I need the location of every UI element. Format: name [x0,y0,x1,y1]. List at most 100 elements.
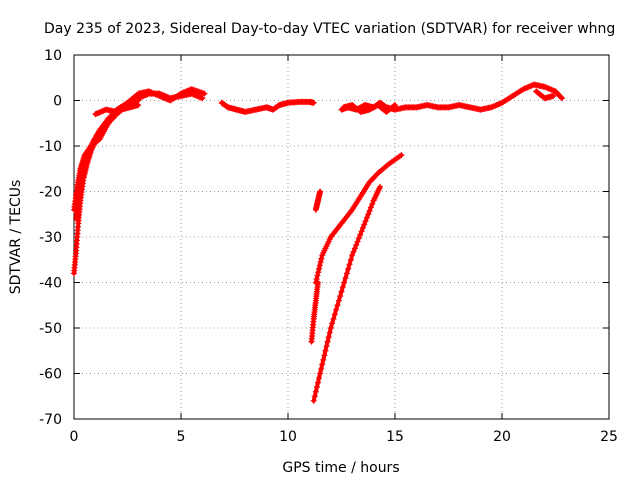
x-tick-label: 20 [493,429,511,445]
data-point [201,90,208,97]
series-line [74,87,207,221]
data-point [339,284,346,291]
data-point [558,94,565,101]
data-point [316,375,323,382]
x-tick-label: 5 [177,429,186,445]
data-point [355,235,362,242]
series-arc-early-tail [92,97,142,118]
series-arc-morning [218,98,317,115]
data-point [329,320,336,327]
data-point [331,311,338,318]
data-point [390,102,397,109]
data-point [317,370,324,377]
series-arc-rise-lower [310,183,384,404]
data-point [347,256,354,263]
grid-lines [74,55,609,419]
series-arc-afternoon-tail [533,88,557,102]
series-arc-early-high [73,86,208,222]
data-point [354,238,361,245]
data-point [333,306,340,313]
data-point [314,279,321,286]
data-point [346,261,353,268]
data-point [341,279,348,286]
data-point [319,361,326,368]
data-point [323,343,330,350]
data-point [318,365,325,372]
data-point [351,245,358,252]
y-tick-label: -10 [39,139,62,155]
series-line [72,91,205,276]
y-tick-label: 10 [44,48,62,64]
axis-ticks: 0 5 10 15 20 25 10 0 -10 -20 -30 -40 -50 -60 -70 [39,48,618,445]
data-point [358,228,365,235]
y-tick-label: -20 [39,185,62,201]
data-point [314,379,321,386]
data-point [377,183,384,190]
y-tick-label: -70 [39,412,62,428]
data-point [311,393,318,400]
data-point [199,95,206,102]
data-point [317,188,324,195]
data-point [318,255,325,262]
data-point [357,231,364,238]
data-point [362,218,369,225]
data-point [317,259,324,266]
data-point [325,334,332,341]
data-point [314,272,321,279]
data-series-layer [71,81,565,404]
data-point [367,204,374,211]
data-point [322,347,329,354]
data-point [363,214,370,221]
x-tick-label: 25 [600,429,618,445]
data-point [312,388,319,395]
data-point [369,201,376,208]
x-axis-label: GPS time / hours [282,460,399,476]
y-tick-label: -40 [39,276,62,292]
data-point [313,384,320,391]
x-tick-label: 15 [386,429,404,445]
series-arc-short-vertical [308,279,321,345]
y-axis-label: SDTVAR / TECUs [8,180,24,295]
data-point [558,95,565,102]
data-point [334,302,341,309]
data-point [338,288,345,295]
x-tick-label: 0 [70,429,79,445]
data-point [350,248,357,255]
data-point [316,265,323,272]
data-point [366,207,373,214]
y-tick-label: -30 [39,230,62,246]
data-point [353,241,360,248]
data-point [398,152,405,159]
series-line [313,153,404,285]
data-point [320,356,327,363]
data-point [326,329,333,336]
series-arc-rise-upper [312,152,405,286]
data-point [349,252,356,259]
data-point [550,92,557,99]
y-tick-label: 0 [53,94,62,110]
data-point [345,265,352,272]
data-point [330,315,337,322]
y-tick-label: -60 [39,367,62,383]
data-point [337,293,344,300]
data-point [342,274,349,281]
chart-title: Day 235 of 2023, Sidereal Day-to-day VTE… [44,21,615,37]
data-point [310,99,317,106]
data-point [321,352,328,359]
x-tick-label: 10 [279,429,297,445]
data-point [359,224,366,231]
series-arc-midday-2 [340,102,398,115]
data-point [316,262,323,269]
series-arc-short-small [312,188,324,213]
y-tick-label: -50 [39,321,62,337]
data-point [361,221,368,228]
data-point [365,211,372,218]
data-point [327,325,334,331]
series-arc-early-low [71,90,206,277]
data-point [343,270,350,277]
data-point [392,102,398,109]
data-point [135,97,142,104]
data-point [315,269,322,276]
data-point [310,397,317,404]
